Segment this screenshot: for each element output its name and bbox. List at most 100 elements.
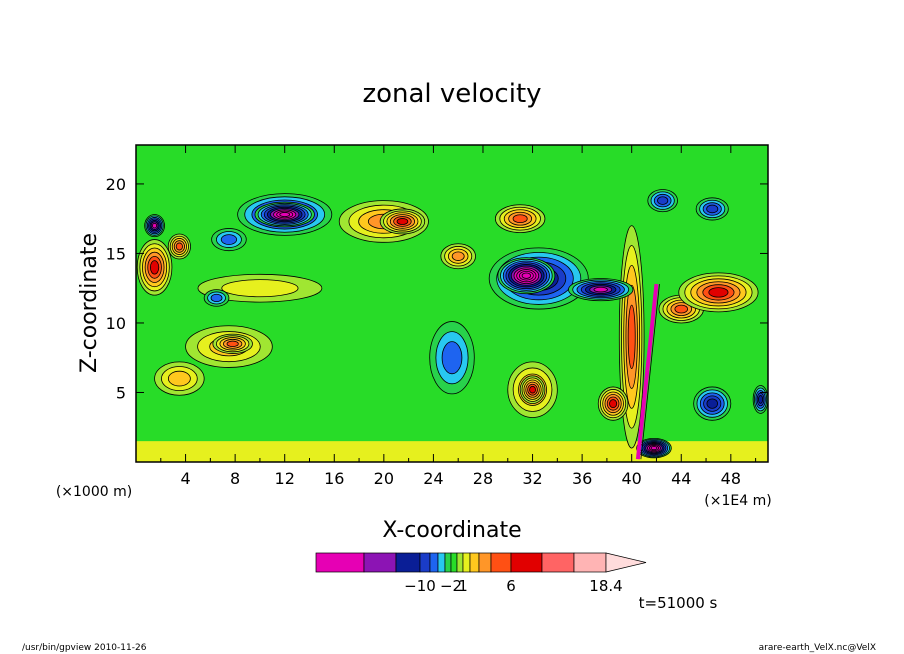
x-tick-label: 24 (423, 469, 443, 488)
contour-ring (512, 214, 528, 224)
y-axis-ticks: 5 10 15 20 (106, 175, 768, 402)
x-unit-left-label: (×1000 m) (56, 484, 132, 500)
contour-ring (609, 399, 618, 409)
contour-ring (210, 293, 223, 303)
x-axis-ticks: 4 8 12 16 20 24 28 32 36 40 44 48 (160, 145, 757, 488)
x-tick-label: 12 (275, 469, 295, 488)
colorbar-label: 6 (506, 577, 516, 595)
x-tick-label: 40 (622, 469, 642, 488)
colorbar-labels: −10 −21 6 18.4 (404, 577, 623, 595)
contour-feature (136, 239, 173, 296)
contour-feature (695, 197, 729, 221)
colorbar-swatch (315, 552, 365, 573)
contour-feature (154, 361, 205, 396)
colorbar: −10 −21 6 18.4 (315, 552, 647, 595)
contour-ring (593, 286, 608, 293)
x-tick-label: 36 (572, 469, 592, 488)
colorbar-label: −10 (404, 577, 436, 595)
plot-area (135, 144, 769, 463)
contour-feature (647, 189, 678, 213)
x-tick-label: 4 (180, 469, 190, 488)
colorbar-swatch (478, 552, 492, 573)
contour-feature (203, 289, 230, 307)
contour-feature (618, 225, 645, 449)
contour-ring (521, 272, 532, 279)
contour-ring (650, 446, 658, 451)
contour-feature (678, 272, 759, 313)
colorbar-swatches (315, 552, 647, 573)
contour-feature (429, 321, 475, 395)
contour-feature (211, 228, 247, 252)
contour-feature (597, 386, 629, 421)
colorbar-extension-arrow (605, 552, 647, 573)
colorbar-swatch (419, 552, 431, 573)
footer-right: arare-earth_VelX.nc@VelX (759, 643, 876, 653)
x-tick-label: 32 (522, 469, 542, 488)
contour-feature (197, 273, 323, 303)
colorbar-swatch (429, 552, 439, 573)
colorbar-swatch (490, 552, 512, 573)
contour-feature (497, 257, 556, 295)
contour-feature (752, 385, 768, 414)
contour-ring (226, 340, 239, 348)
y-tick-label: 5 (116, 383, 126, 402)
colorbar-swatch (437, 552, 446, 573)
contour-ring (441, 341, 463, 375)
contour-ring (149, 260, 160, 275)
contour-feature (568, 278, 634, 302)
contour-ring (708, 287, 729, 298)
contour-ring (758, 395, 764, 404)
x-tick-label: 8 (230, 469, 240, 488)
contour-feature (254, 201, 315, 228)
contour-ring (167, 370, 191, 387)
contour-ring (657, 196, 669, 205)
colorbar-swatch (444, 552, 452, 573)
plot-frame (135, 144, 769, 463)
contour-feature (440, 243, 476, 270)
contour-ring (175, 242, 183, 251)
y-axis-title: Z-coordinate (77, 233, 102, 373)
colorbar-swatch (462, 552, 471, 573)
contour-line-feature (635, 283, 659, 460)
x-axis-title: X-coordinate (382, 518, 521, 543)
colorbar-swatch (541, 552, 575, 573)
colorbar-swatch (363, 552, 397, 573)
x-tick-label: 44 (671, 469, 691, 488)
contour-ring (529, 385, 536, 394)
contour-feature (693, 386, 732, 421)
y-tick-label: 20 (106, 175, 126, 194)
time-label: t=51000 s (639, 594, 718, 612)
contour-ring (451, 251, 465, 261)
colorbar-swatch (450, 552, 458, 573)
contour-fields (136, 189, 768, 462)
x-tick-label: 28 (473, 469, 493, 488)
colorbar-swatch (573, 552, 607, 573)
contour-ring (706, 398, 718, 409)
x-tick-label: 48 (721, 469, 741, 488)
colorbar-label: −2 (440, 577, 462, 595)
contour-band-low (136, 441, 768, 462)
contour-ring (706, 204, 719, 214)
contour-ring (221, 279, 299, 298)
y-tick-label: 15 (106, 244, 126, 263)
contour-feature (212, 333, 253, 354)
contour-feature (144, 214, 165, 238)
colorbar-swatch (456, 552, 464, 573)
colorbar-swatch (469, 552, 480, 573)
contour-ring (220, 234, 238, 245)
contour-ring (152, 222, 158, 229)
contour-ring (396, 218, 409, 225)
chart-title: zonal velocity (362, 79, 541, 109)
x-tick-label: 20 (374, 469, 394, 488)
contour-ring (627, 304, 636, 370)
contour-feature (494, 204, 546, 233)
contour-feature (519, 375, 546, 405)
colorbar-swatch (395, 552, 421, 573)
x-tick-label: 16 (324, 469, 344, 488)
x-unit-right-label: (×1E4 m) (704, 493, 771, 509)
contour-feature (636, 437, 672, 459)
footer-left: /usr/bin/gpview 2010-11-26 (22, 643, 147, 653)
colorbar-label: 1 (458, 577, 468, 595)
contour-feature (167, 233, 191, 260)
